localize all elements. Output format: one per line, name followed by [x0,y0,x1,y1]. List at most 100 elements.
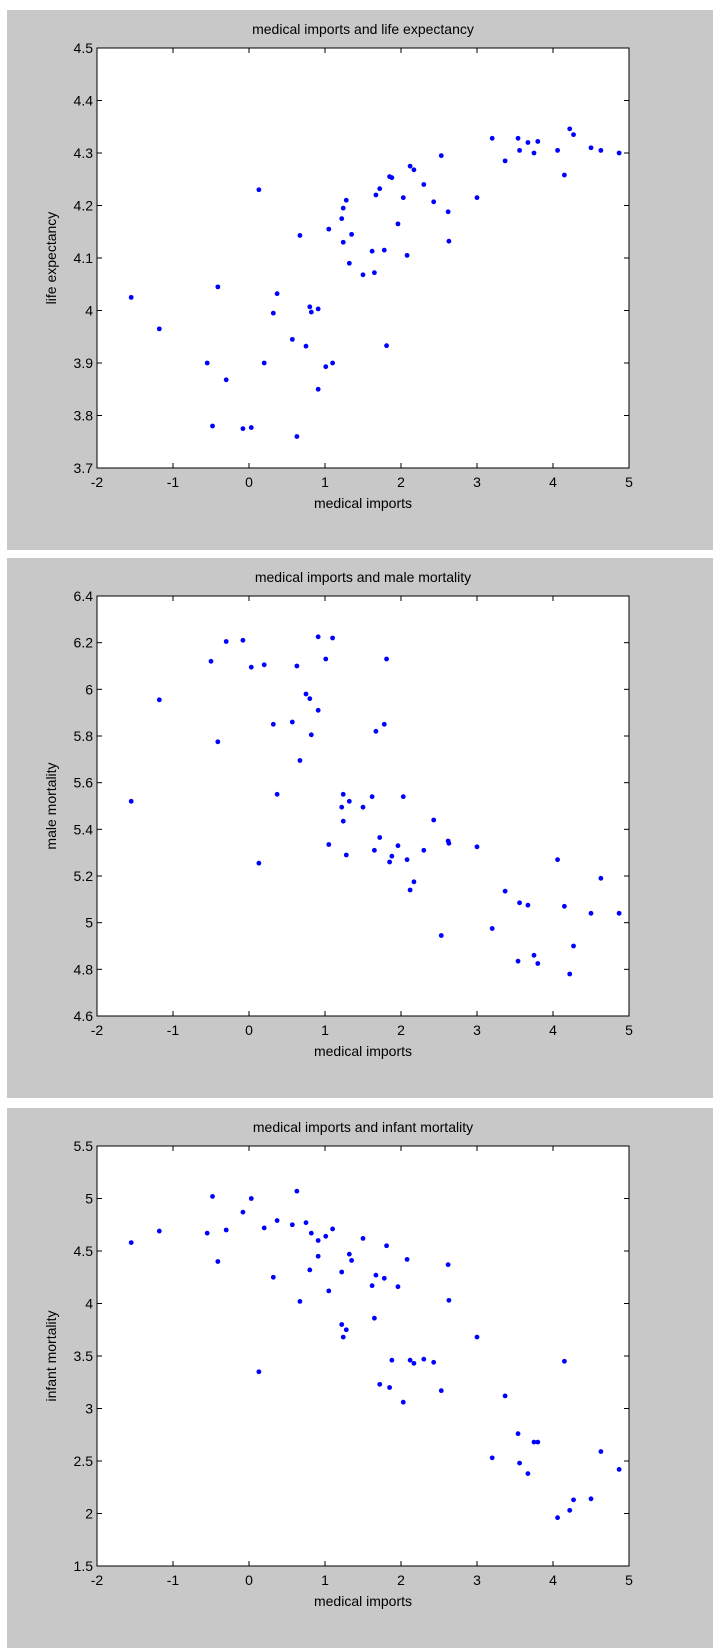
data-point [490,926,495,931]
data-point [475,1335,480,1340]
data-point [490,136,495,141]
data-point [562,173,567,178]
data-point [384,1243,389,1248]
plot-area [97,1146,629,1566]
data-point [589,1496,594,1501]
x-tick-label: 1 [321,474,329,490]
data-point [384,343,389,348]
data-point [271,1275,276,1280]
data-point [490,1455,495,1460]
x-tick-label: 4 [549,1572,557,1588]
data-point [389,175,394,180]
data-point [341,1335,346,1340]
x-tick-label: 2 [397,474,405,490]
data-point [396,1284,401,1289]
data-point [475,844,480,849]
x-axis-label: medical imports [314,495,412,511]
data-point [304,1220,309,1225]
y-tick-label: 4.5 [74,40,94,56]
data-point [405,857,410,862]
y-tick-label: 4.5 [74,1243,94,1259]
data-point [421,1357,426,1362]
x-tick-label: -1 [167,474,180,490]
y-axis-label: infant mortality [43,1310,59,1401]
data-point [339,1270,344,1275]
chart-title: medical imports and infant mortality [253,1119,473,1135]
data-point [349,232,354,237]
data-point [347,1252,352,1257]
data-point [555,857,560,862]
data-point [361,272,366,277]
data-point [271,311,276,316]
y-tick-label: 3 [85,1401,93,1417]
x-tick-label: -1 [167,1022,180,1038]
data-point [347,261,352,266]
data-point [405,253,410,258]
data-point [396,221,401,226]
data-point [384,657,389,662]
data-point [408,1358,413,1363]
data-point [326,1289,331,1294]
data-point [330,361,335,366]
data-point [617,1467,622,1472]
data-point [517,148,522,153]
data-point [298,758,303,763]
data-point [431,199,436,204]
data-point [249,665,254,670]
data-point [344,1327,349,1332]
data-point [339,805,344,810]
data-point [330,1227,335,1232]
y-tick-label: 6.4 [74,588,94,604]
data-point [224,1228,229,1233]
data-point [412,1361,417,1366]
data-point [562,1359,567,1364]
data-point [224,377,229,382]
data-point [304,344,309,349]
x-tick-label: 1 [321,1572,329,1588]
y-tick-label: 4.8 [74,961,94,977]
y-tick-label: 4.1 [74,250,94,266]
data-point [294,664,299,669]
data-point [294,1189,299,1194]
data-point [439,153,444,158]
x-tick-label: 0 [245,474,253,490]
data-point [516,959,521,964]
data-point [503,1394,508,1399]
y-tick-label: 4.3 [74,145,94,161]
data-point [516,1431,521,1436]
data-point [401,1400,406,1405]
data-point [387,860,392,865]
data-point [294,434,299,439]
x-tick-label: 3 [473,1022,481,1038]
data-point [290,720,295,725]
data-point [567,972,572,977]
data-point [372,848,377,853]
data-point [323,1234,328,1239]
x-tick-label: 4 [549,474,557,490]
data-point [256,187,261,192]
data-point [389,1358,394,1363]
data-point [349,1258,354,1263]
x-tick-label: -2 [91,1572,104,1588]
y-tick-label: 6 [85,681,93,697]
data-point [475,195,480,200]
data-point [567,126,572,131]
data-point [387,1385,392,1390]
data-point [408,888,413,893]
x-tick-label: 0 [245,1572,253,1588]
data-point [617,151,622,156]
data-point [290,1222,295,1227]
data-point [389,854,394,859]
y-tick-label: 1.5 [74,1558,94,1574]
y-tick-label: 3.5 [74,1348,94,1364]
data-point [309,1231,314,1236]
data-point [535,961,540,966]
x-tick-label: -2 [91,474,104,490]
data-point [205,1231,210,1236]
data-point [503,889,508,894]
data-point [309,310,314,315]
x-tick-label: 5 [625,1572,633,1588]
data-point [370,249,375,254]
data-point [598,1449,603,1454]
y-tick-label: 2 [85,1506,93,1522]
